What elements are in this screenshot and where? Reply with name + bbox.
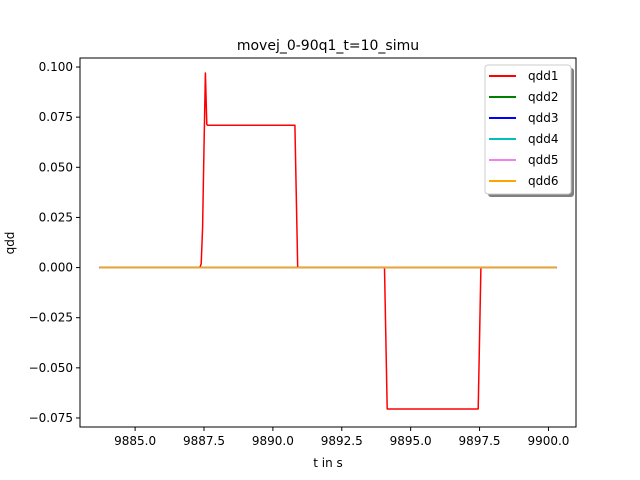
legend-label-qdd2: qdd2 bbox=[528, 90, 559, 104]
x-axis-label: t in s bbox=[313, 456, 343, 470]
y-tick-label: 0.050 bbox=[39, 160, 73, 174]
y-tick-label: −0.050 bbox=[29, 361, 73, 375]
x-tick-label: 9887.5 bbox=[183, 434, 225, 448]
x-tick-label: 9895.0 bbox=[390, 434, 432, 448]
y-axis-label: qdd bbox=[3, 232, 17, 255]
x-tick-label: 9885.0 bbox=[114, 434, 156, 448]
chart-title: movej_0-90q1_t=10_simu bbox=[237, 38, 419, 54]
y-tick-label: 0.100 bbox=[39, 60, 73, 74]
legend-label-qdd6: qdd6 bbox=[528, 174, 559, 188]
y-tick-label: 0.025 bbox=[39, 210, 73, 224]
y-axis-ticks: 0.100 0.075 0.050 0.025 0.000 −0.025 −0.050 −0.… bbox=[29, 60, 80, 425]
x-axis-ticks: 9885.0 9887.5 9890.0 9892.5 9895.0 9897.5 9900… bbox=[114, 427, 569, 448]
legend-label-qdd3: qdd3 bbox=[528, 111, 559, 125]
y-tick-label: −0.075 bbox=[29, 411, 73, 425]
legend: qdd1 qdd2 qdd3 qdd4 qdd5 qdd6 bbox=[484, 64, 574, 197]
x-tick-label: 9900.0 bbox=[527, 434, 569, 448]
x-tick-label: 9892.5 bbox=[321, 434, 363, 448]
legend-label-qdd4: qdd4 bbox=[528, 132, 559, 146]
y-tick-label: −0.025 bbox=[29, 311, 73, 325]
x-tick-label: 9897.5 bbox=[459, 434, 501, 448]
series-line-qdd1 bbox=[99, 72, 557, 410]
y-tick-label: 0.075 bbox=[39, 110, 73, 124]
axes-frame bbox=[79, 57, 577, 428]
legend-label-qdd5: qdd5 bbox=[528, 153, 559, 167]
x-tick-label: 9890.0 bbox=[252, 434, 294, 448]
legend-label-qdd1: qdd1 bbox=[528, 69, 559, 83]
plot-lines bbox=[99, 72, 557, 410]
y-tick-label: 0.000 bbox=[39, 261, 73, 275]
